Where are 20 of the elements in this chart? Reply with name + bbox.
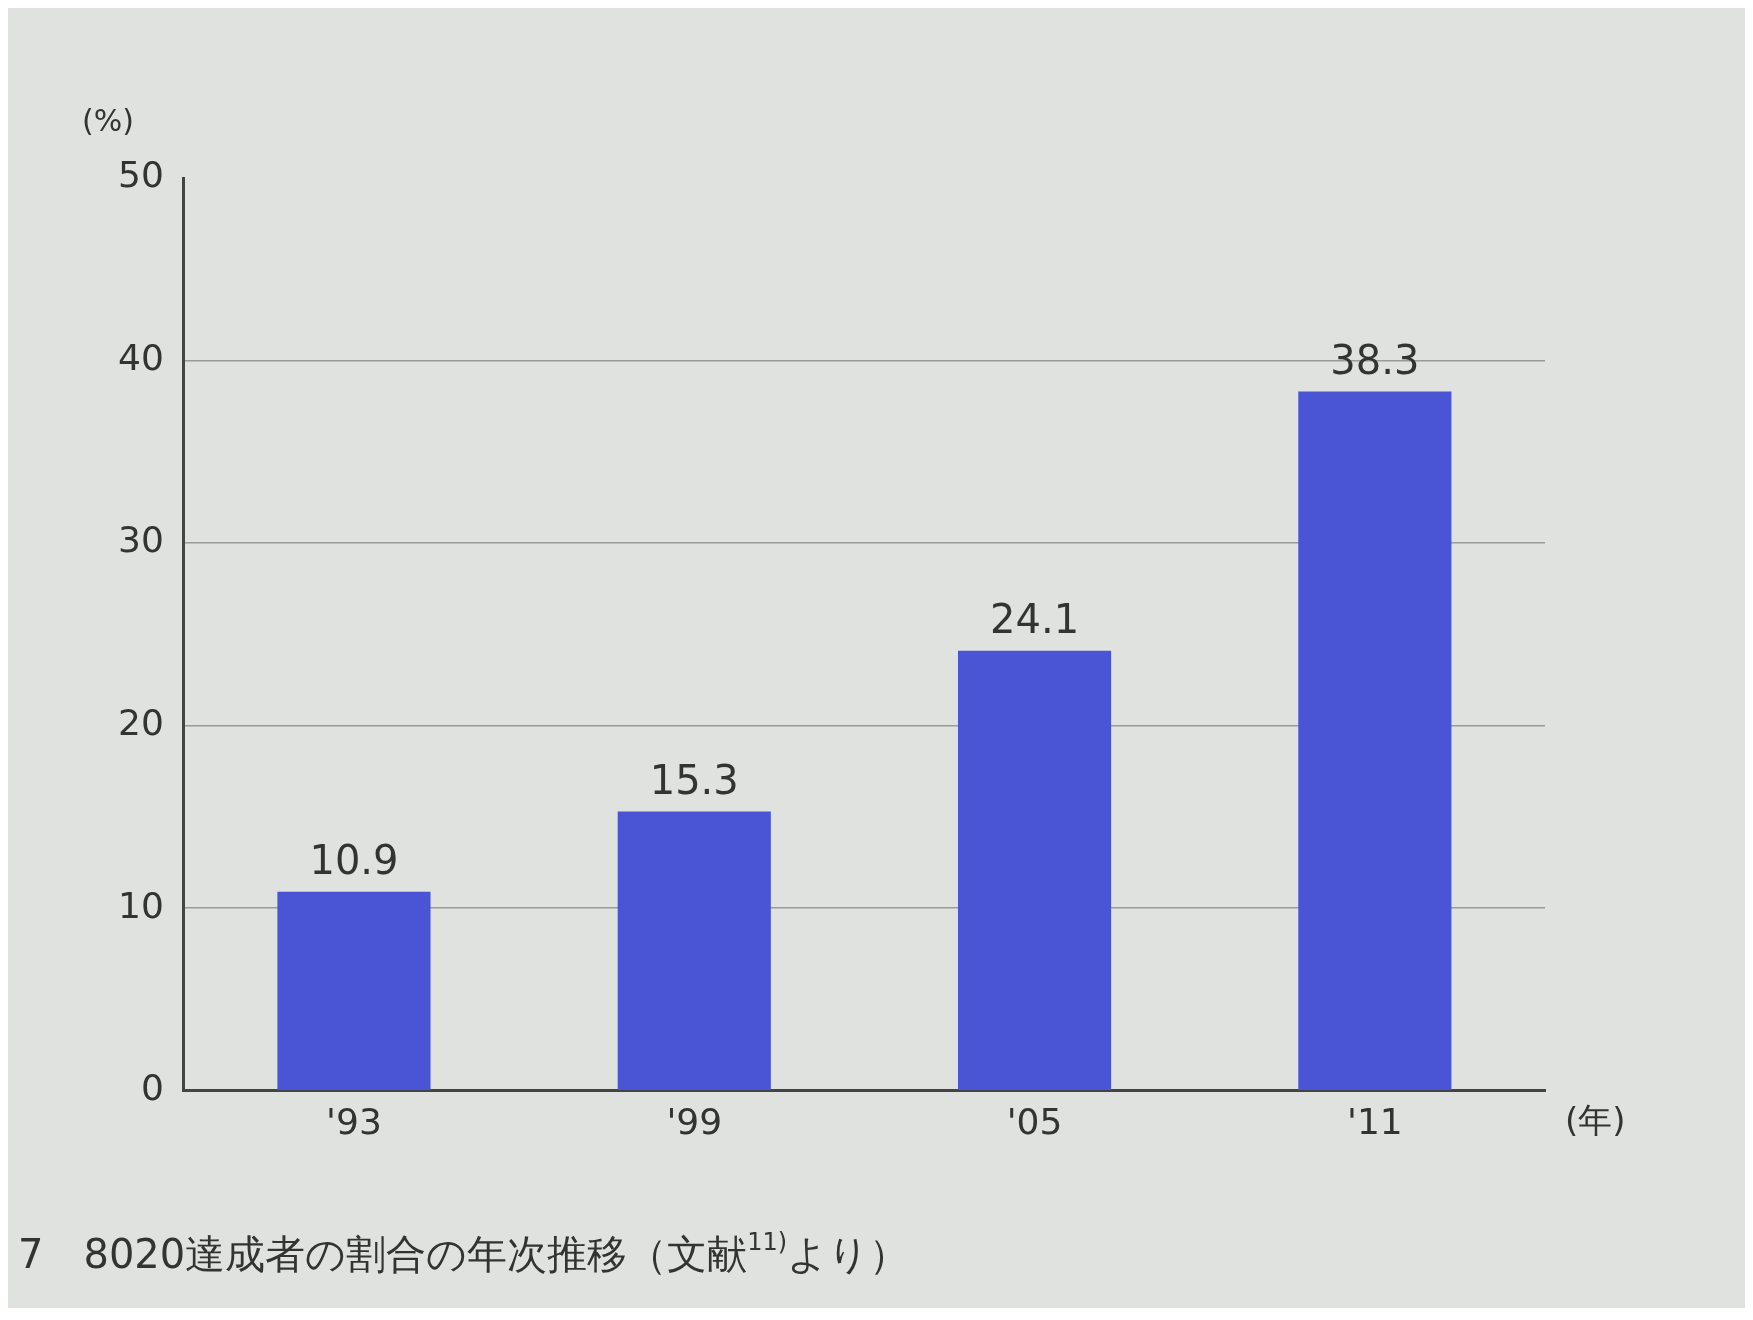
y-axis-title: (%) (82, 102, 134, 138)
bar (277, 891, 431, 1091)
bar (957, 650, 1112, 1091)
y-tick-label: 10 (118, 884, 164, 926)
y-tick-label: 30 (118, 519, 164, 561)
x-tick-label: '99 (666, 1100, 723, 1142)
y-tick-label: 40 (118, 336, 164, 378)
data-label: 15.3 (649, 756, 739, 803)
bar (617, 811, 771, 1091)
data-label: 10.9 (309, 837, 399, 884)
x-tick-label: '05 (1006, 1100, 1063, 1142)
y-tick-label: 50 (118, 154, 164, 196)
x-axis-title: (年) (1565, 1099, 1626, 1140)
x-tick-label: '11 (1346, 1100, 1403, 1142)
data-label: 24.1 (990, 596, 1080, 643)
bar (1298, 391, 1452, 1091)
data-label: 38.3 (1330, 336, 1420, 383)
y-tick-label: 20 (118, 702, 164, 744)
x-tick-label: '93 (326, 1100, 382, 1142)
y-tick-label: 0 (140, 1067, 164, 1109)
